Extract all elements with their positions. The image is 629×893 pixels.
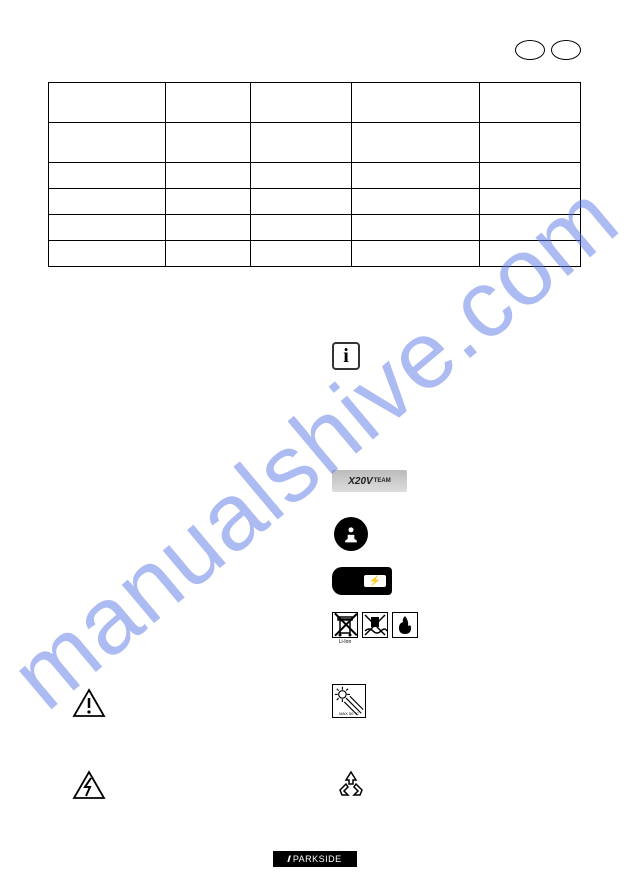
read-manual-icon — [334, 517, 368, 551]
logo-stripes: /// — [287, 854, 289, 864]
max-temp-label: MAX 50 °C — [333, 711, 365, 716]
spec-table — [48, 82, 581, 267]
max-temp-icon: MAX 50 °C — [332, 684, 366, 718]
no-fire-icon — [392, 612, 418, 638]
info-icon: i — [332, 342, 360, 370]
battery-charger-icon: ⚡ — [332, 567, 392, 595]
language-ovals — [515, 40, 581, 60]
oval-badge — [551, 40, 581, 60]
crossed-bin-icon: Li-Ion — [332, 612, 358, 638]
x20v-team-logo: X20V TEAM — [332, 470, 407, 492]
logo-text: PARKSIDE — [293, 854, 342, 864]
warning-icon — [72, 688, 106, 718]
oval-badge — [515, 40, 545, 60]
x20v-subtext: TEAM — [374, 478, 391, 484]
no-water-icon — [362, 612, 388, 638]
x20v-text: X20V — [348, 476, 372, 487]
liion-label: Li-Ion — [333, 639, 357, 645]
brand-logo: /// PARKSIDE — [273, 851, 357, 867]
electric-hazard-icon — [72, 770, 106, 800]
info-glyph: i — [343, 345, 349, 368]
recycle-icon — [336, 770, 366, 800]
